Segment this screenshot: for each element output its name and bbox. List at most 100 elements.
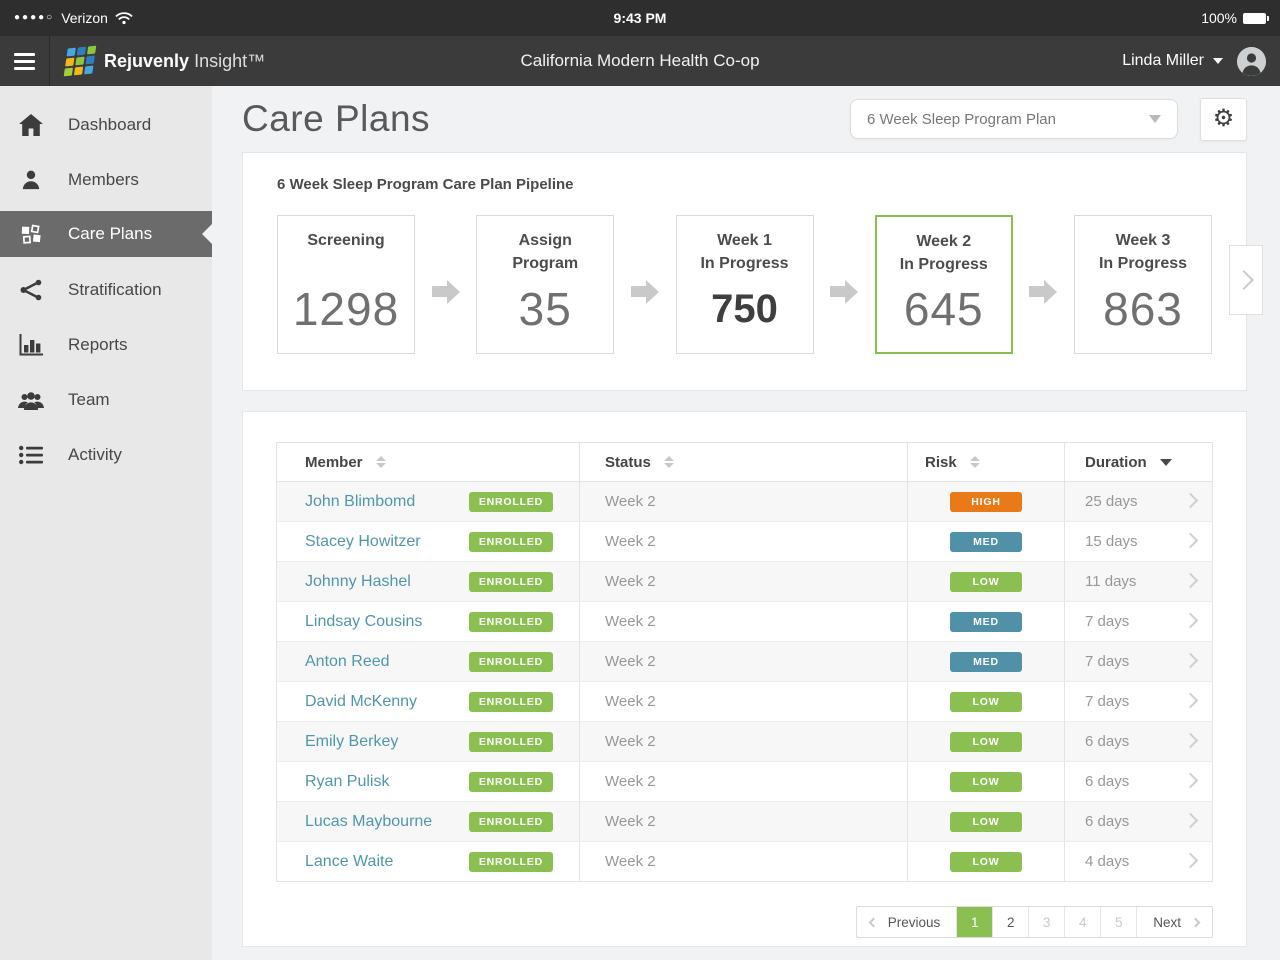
stage-week-1[interactable]: Week 1 In Progress 750 — [675, 215, 814, 354]
avatar[interactable] — [1237, 46, 1266, 76]
user-menu[interactable]: Linda Miller — [1122, 52, 1223, 70]
column-header-status[interactable]: Status — [580, 443, 908, 481]
device-status-bar: ●●●●○ Verizon 9:43 PM 100% — [0, 0, 1280, 36]
sidebar-item-team[interactable]: Team — [0, 372, 212, 427]
member-name-link[interactable]: Ryan Pulisk — [305, 772, 390, 790]
cell-signal-icon: ●●●●○ — [14, 11, 55, 23]
status-value: Week 2 — [605, 573, 656, 590]
table-row[interactable]: Stacey Howitzer ENROLLED Week 2 MED 15 days — [277, 521, 1212, 561]
duration-value: 7 days — [1085, 613, 1130, 630]
status-value: Week 2 — [605, 613, 656, 630]
table-row[interactable]: Ryan Pulisk ENROLLED Week 2 LOW 6 days — [277, 761, 1212, 801]
next-page-button[interactable]: Next — [1136, 907, 1212, 937]
duration-value: 6 days — [1085, 813, 1130, 830]
table-header-row: Member Status Risk Duration — [277, 443, 1212, 481]
table-row[interactable]: John Blimbomd ENROLLED Week 2 HIGH 25 days — [277, 481, 1212, 521]
page-button-2[interactable]: 2 — [992, 907, 1028, 937]
member-name-link[interactable]: Emily Berkey — [305, 732, 399, 750]
user-name-label: Linda Miller — [1122, 52, 1204, 69]
pipeline-scroll-next-button[interactable] — [1229, 245, 1263, 315]
flow-arrow-icon — [415, 215, 476, 354]
share-network-icon — [18, 279, 44, 301]
sidebar-item-reports[interactable]: Reports — [0, 317, 212, 372]
enrolled-badge: ENROLLED — [468, 611, 553, 632]
settings-button[interactable]: ⚙ — [1200, 97, 1247, 141]
member-name-link[interactable]: Anton Reed — [305, 652, 390, 670]
member-name-link[interactable]: Lindsay Cousins — [305, 612, 423, 630]
plan-dropdown-value: 6 Week Sleep Program Plan — [867, 110, 1056, 128]
row-detail-chevron[interactable] — [1182, 852, 1199, 871]
member-name-link[interactable]: Johnny Hashel — [305, 572, 411, 590]
previous-page-button[interactable]: Previous — [857, 907, 957, 937]
page-button-1[interactable]: 1 — [956, 907, 993, 937]
sidebar-item-label: Care Plans — [68, 224, 153, 243]
hamburger-menu-button[interactable] — [0, 36, 50, 86]
risk-badge: LOW — [950, 811, 1022, 832]
sort-descending-icon — [1159, 458, 1172, 466]
chevron-right-icon — [1182, 772, 1199, 788]
row-detail-chevron[interactable] — [1182, 652, 1199, 671]
flow-arrow-icon — [614, 215, 675, 354]
stage-week-2-selected[interactable]: Week 2 In Progress 645 — [874, 215, 1013, 354]
enrolled-badge: ENROLLED — [468, 531, 553, 552]
enrolled-badge: ENROLLED — [468, 491, 553, 512]
member-name-link[interactable]: John Blimbomd — [305, 492, 416, 510]
table-row[interactable]: David McKenny ENROLLED Week 2 LOW 7 days — [277, 681, 1212, 721]
sidebar-item-stratification[interactable]: Stratification — [0, 262, 212, 317]
stage-count: 35 — [518, 283, 572, 335]
stage-count: 1298 — [292, 283, 400, 335]
duration-value: 15 days — [1085, 533, 1138, 550]
page-button-5[interactable]: 5 — [1100, 907, 1136, 937]
status-value: Week 2 — [605, 653, 656, 670]
row-detail-chevron[interactable] — [1182, 572, 1199, 591]
risk-badge: MED — [950, 531, 1022, 552]
sidebar-item-label: Members — [68, 169, 139, 189]
stage-screening[interactable]: Screening 1298 — [277, 215, 415, 354]
stage-assign-program[interactable]: Assign Program 35 — [476, 215, 615, 354]
row-detail-chevron[interactable] — [1182, 812, 1199, 831]
row-detail-chevron[interactable] — [1182, 532, 1199, 551]
row-detail-chevron[interactable] — [1182, 772, 1199, 791]
table-row[interactable]: Emily Berkey ENROLLED Week 2 LOW 6 days — [277, 721, 1212, 761]
column-header-risk[interactable]: Risk — [908, 443, 1065, 481]
table-row[interactable]: Lucas Maybourne ENROLLED Week 2 LOW 6 days — [277, 801, 1212, 841]
table-row[interactable]: Lindsay Cousins ENROLLED Week 2 MED 7 days — [277, 601, 1212, 641]
sidebar-item-care-plans[interactable]: Care Plans — [0, 211, 212, 257]
table-row[interactable]: Lance Waite ENROLLED Week 2 LOW 4 days — [277, 841, 1212, 881]
chevron-right-icon — [1190, 917, 1201, 927]
sidebar-item-label: Reports — [68, 334, 128, 354]
risk-badge: LOW — [950, 851, 1022, 872]
chevron-right-icon — [1234, 270, 1254, 290]
page-title: Care Plans — [242, 98, 431, 139]
sidebar-item-activity[interactable]: Activity — [0, 427, 212, 482]
sidebar-item-members[interactable]: Members — [0, 152, 212, 207]
row-detail-chevron[interactable] — [1182, 732, 1199, 751]
sidebar-item-label: Dashboard — [68, 114, 152, 134]
member-name-link[interactable]: Lance Waite — [305, 852, 394, 870]
chevron-down-icon — [1149, 115, 1161, 123]
status-value: Week 2 — [605, 853, 656, 870]
table-row[interactable]: Anton Reed ENROLLED Week 2 MED 7 days — [277, 641, 1212, 681]
sidebar-nav: Dashboard Members — [0, 86, 212, 960]
chevron-right-icon — [1182, 692, 1199, 708]
sidebar-item-dashboard[interactable]: Dashboard — [0, 97, 212, 152]
row-detail-chevron[interactable] — [1182, 692, 1199, 711]
sidebar-item-label: Stratification — [68, 279, 162, 299]
status-value: Week 2 — [605, 693, 656, 710]
member-name-link[interactable]: Stacey Howitzer — [305, 532, 421, 550]
enrolled-badge: ENROLLED — [468, 731, 553, 752]
risk-badge: LOW — [950, 691, 1022, 712]
chevron-right-icon — [1182, 612, 1199, 628]
column-header-duration[interactable]: Duration — [1065, 443, 1212, 481]
plan-dropdown[interactable]: 6 Week Sleep Program Plan — [850, 99, 1178, 139]
table-row[interactable]: Johnny Hashel ENROLLED Week 2 LOW 11 days — [277, 561, 1212, 601]
page-button-4[interactable]: 4 — [1064, 907, 1100, 937]
page-button-3[interactable]: 3 — [1028, 907, 1064, 937]
row-detail-chevron[interactable] — [1182, 492, 1199, 511]
member-name-link[interactable]: David McKenny — [305, 692, 418, 710]
member-name-link[interactable]: Lucas Maybourne — [305, 812, 433, 830]
stage-week-3[interactable]: Week 3 In Progress 863 — [1074, 215, 1212, 354]
row-detail-chevron[interactable] — [1182, 612, 1199, 631]
column-header-member[interactable]: Member — [277, 443, 580, 481]
risk-badge: MED — [950, 611, 1022, 632]
